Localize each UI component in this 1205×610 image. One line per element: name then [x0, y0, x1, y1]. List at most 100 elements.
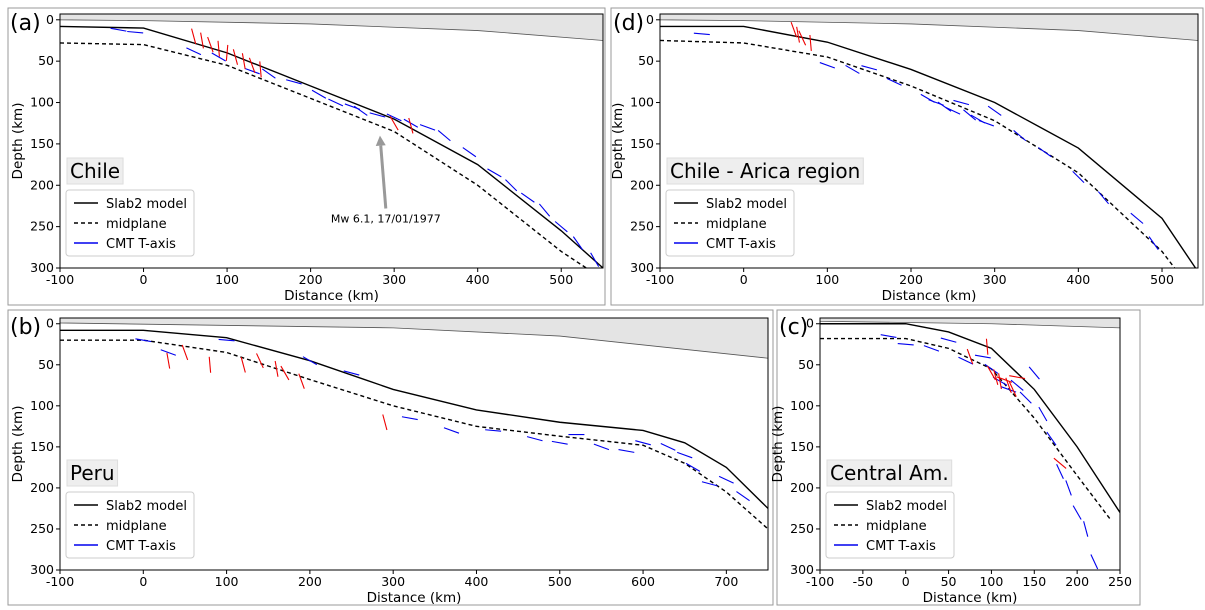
axis-segment — [590, 252, 600, 267]
series-line — [59, 25, 604, 269]
axis-segment — [718, 475, 734, 484]
axis-segment — [701, 481, 718, 487]
x-axis-label: Distance (km) — [923, 590, 1018, 606]
axis-segment — [1010, 379, 1024, 391]
annotation: Mw 6.1, 17/01/1977 — [331, 212, 441, 225]
axis-segment — [861, 65, 878, 71]
axis-segment — [538, 203, 551, 217]
axis-segment — [200, 32, 204, 49]
legend-label: Slab2 model — [706, 197, 787, 212]
series-line — [60, 329, 769, 509]
axis-segment — [1013, 130, 1027, 142]
axis-segment — [1072, 170, 1085, 184]
axis-segment — [798, 30, 807, 46]
y-tick-label: 200 — [30, 480, 54, 495]
y-axis-label: Depth (km) — [10, 406, 26, 483]
axis-segment — [217, 40, 220, 57]
series-line — [659, 39, 1176, 269]
surface-band — [659, 13, 1199, 41]
annotation-arrowhead — [375, 135, 386, 146]
axis-segment — [382, 414, 388, 431]
axis-segment — [419, 124, 436, 131]
y-tick-label: 200 — [30, 177, 54, 192]
x-tick-label: 300 — [381, 574, 405, 589]
axis-segment — [232, 49, 239, 65]
x-tick-label: 600 — [631, 574, 655, 589]
x-tick-label: 100 — [215, 574, 239, 589]
axis-segment — [248, 57, 256, 74]
axis-segment — [211, 52, 226, 62]
y-tick-label: 300 — [790, 562, 814, 577]
series-line — [660, 25, 1197, 269]
panel-frame — [7, 309, 774, 606]
axis-segment — [1046, 431, 1057, 446]
axis-segment — [1097, 191, 1110, 205]
series-line — [820, 323, 1121, 513]
axis-segment — [958, 356, 974, 365]
axis-segment — [993, 369, 999, 385]
axis-segment — [974, 354, 991, 359]
x-tick-label: 200 — [899, 272, 923, 287]
x-tick-label: 150 — [1022, 574, 1046, 589]
y-tick-label: 200 — [790, 480, 814, 495]
x-tick-label: -100 — [46, 574, 74, 589]
axis-segment — [274, 360, 279, 377]
panel-label: (d) — [613, 11, 644, 36]
x-tick-label: 50 — [941, 574, 957, 589]
y-tick-label: 50 — [638, 53, 654, 68]
axis-segment — [135, 338, 152, 343]
y-axis-label: Depth (km) — [610, 103, 626, 180]
axis-segment — [181, 344, 189, 361]
x-tick-label: 200 — [298, 574, 322, 589]
axis-segment — [880, 334, 897, 338]
y-axis-label: Depth (km) — [10, 103, 26, 180]
panel-frame — [776, 309, 1141, 606]
legend-label: CMT T-axis — [866, 539, 936, 554]
region-label: Chile — [70, 159, 120, 183]
x-tick-label: 100 — [979, 574, 1003, 589]
axis-segment — [986, 365, 996, 381]
legend-box — [825, 491, 955, 559]
axis-segment — [996, 376, 1012, 383]
legend-box — [65, 491, 195, 559]
axis-segment — [1028, 366, 1040, 380]
axis-segment — [166, 352, 171, 369]
x-axis-label: Distance (km) — [284, 288, 379, 304]
axis-segment — [298, 373, 305, 389]
legend-box — [665, 189, 795, 257]
legend-label: midplane — [866, 519, 927, 534]
x-tick-label: 400 — [465, 574, 489, 589]
y-tick-label: 250 — [630, 219, 654, 234]
axis-segment — [1065, 480, 1072, 496]
axes-frame — [819, 317, 1121, 571]
axis-segment — [1053, 457, 1067, 469]
axis-segment — [485, 429, 502, 432]
axis-segment — [1083, 521, 1089, 537]
x-axis-label: Distance (km) — [367, 590, 462, 606]
y-tick-label: 250 — [790, 521, 814, 536]
axis-segment — [660, 442, 676, 451]
x-tick-label: 500 — [549, 272, 573, 287]
axis-segment — [256, 353, 264, 369]
axis-segment — [551, 440, 568, 445]
axis-segment — [819, 62, 836, 69]
axis-segment — [328, 98, 344, 107]
x-tick-label: 250 — [1108, 574, 1132, 589]
legend-label: midplane — [706, 217, 767, 232]
y-tick-label: 50 — [38, 53, 54, 68]
axis-segment — [790, 22, 798, 38]
x-tick-label: -100 — [646, 272, 674, 287]
y-tick-label: 300 — [30, 562, 54, 577]
axis-segment — [998, 373, 1002, 390]
x-tick-label: 200 — [299, 272, 323, 287]
axis-segment — [736, 491, 750, 502]
region-label: Chile - Arica region — [670, 159, 860, 183]
panel-label: (c) — [779, 315, 808, 340]
axis-segment — [966, 348, 974, 365]
y-tick-label: 250 — [30, 521, 54, 536]
axis-segment — [302, 356, 318, 366]
axis-segment — [462, 147, 477, 158]
axis-segment — [940, 337, 957, 343]
axis-segment — [1005, 377, 1012, 394]
axis-segment — [985, 338, 989, 355]
